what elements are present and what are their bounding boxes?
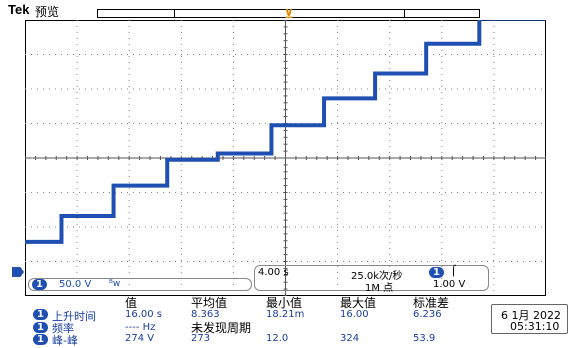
meas-std: 53.9 (413, 333, 436, 344)
ch1-scale: 50.0 V (59, 279, 92, 290)
horizontal-scale: 4.00 s (258, 267, 289, 278)
trigger-marker-icon[interactable]: ⊻ (284, 7, 294, 21)
ch1-badge: 1 (32, 279, 47, 290)
bandwidth-limit-icon: ᴮw (109, 279, 121, 289)
record-view-window[interactable] (174, 9, 405, 18)
meas-mean: 8.363 (191, 309, 220, 320)
col-header-mean: 平均值 (191, 296, 228, 310)
ch1-ground-marker-icon[interactable] (12, 267, 24, 277)
ch1-waveform (25, 20, 546, 244)
meas-mean: 273 (191, 333, 211, 344)
meas-std: 6.236 (413, 309, 442, 320)
time: 05:31:10 (510, 320, 560, 333)
col-header-min: 最小值 (266, 296, 303, 310)
date: 6 1月 2022 (501, 309, 561, 322)
meas-row-ch-badge: 1 (33, 309, 48, 320)
trigger-source-badge: 1 (429, 267, 444, 278)
meas-name-frequency[interactable]: 频率 (52, 322, 74, 335)
meas-row-ch-badge: 1 (33, 334, 48, 345)
meas-value: 274 V (125, 333, 155, 344)
timebase-settings[interactable]: 4.00 s 25.0k次/秒 1 ⌠ 1M 点 1.00 V (254, 265, 489, 294)
meas-row-ch-badge: 1 (33, 322, 48, 333)
record-length: 1M 点 (365, 283, 394, 294)
trigger-slope-icon: ⌠ (451, 266, 457, 277)
meas-max: 324 (340, 333, 360, 344)
meas-min: 12.0 (266, 333, 289, 344)
meas-value: ---- Hz (125, 322, 156, 333)
brand-logo: Tek (8, 2, 30, 17)
sample-rate: 25.0k次/秒 (351, 271, 403, 282)
waveform-display (25, 20, 546, 296)
col-header-value: 值 (125, 296, 138, 310)
meas-name-rise-time[interactable]: 上升时间 (52, 310, 96, 323)
meas-min: 18.21m (266, 309, 305, 320)
meas-max: 16.00 (340, 309, 369, 320)
channel-settings[interactable]: 1 50.0 V ᴮw (28, 278, 252, 291)
meas-status: 未发现周期 (191, 321, 252, 335)
measurement-table: 值 平均值 最小值 最大值 标准差 1 上升时间 16.00 s 8.363 1… (0, 293, 491, 347)
col-header-max: 最大值 (340, 296, 377, 310)
graticule (25, 20, 546, 296)
meas-value: 16.00 s (125, 309, 163, 320)
ch1-trace (25, 20, 546, 244)
datetime-box: 6 1月 2022 05:31:10 (491, 304, 568, 334)
col-header-std: 标准差 (413, 296, 450, 310)
trigger-level: 1.00 V (433, 279, 466, 290)
meas-name-peak-to-peak[interactable]: 峰-峰 (52, 334, 78, 347)
acquisition-mode: 预览 (35, 5, 60, 19)
